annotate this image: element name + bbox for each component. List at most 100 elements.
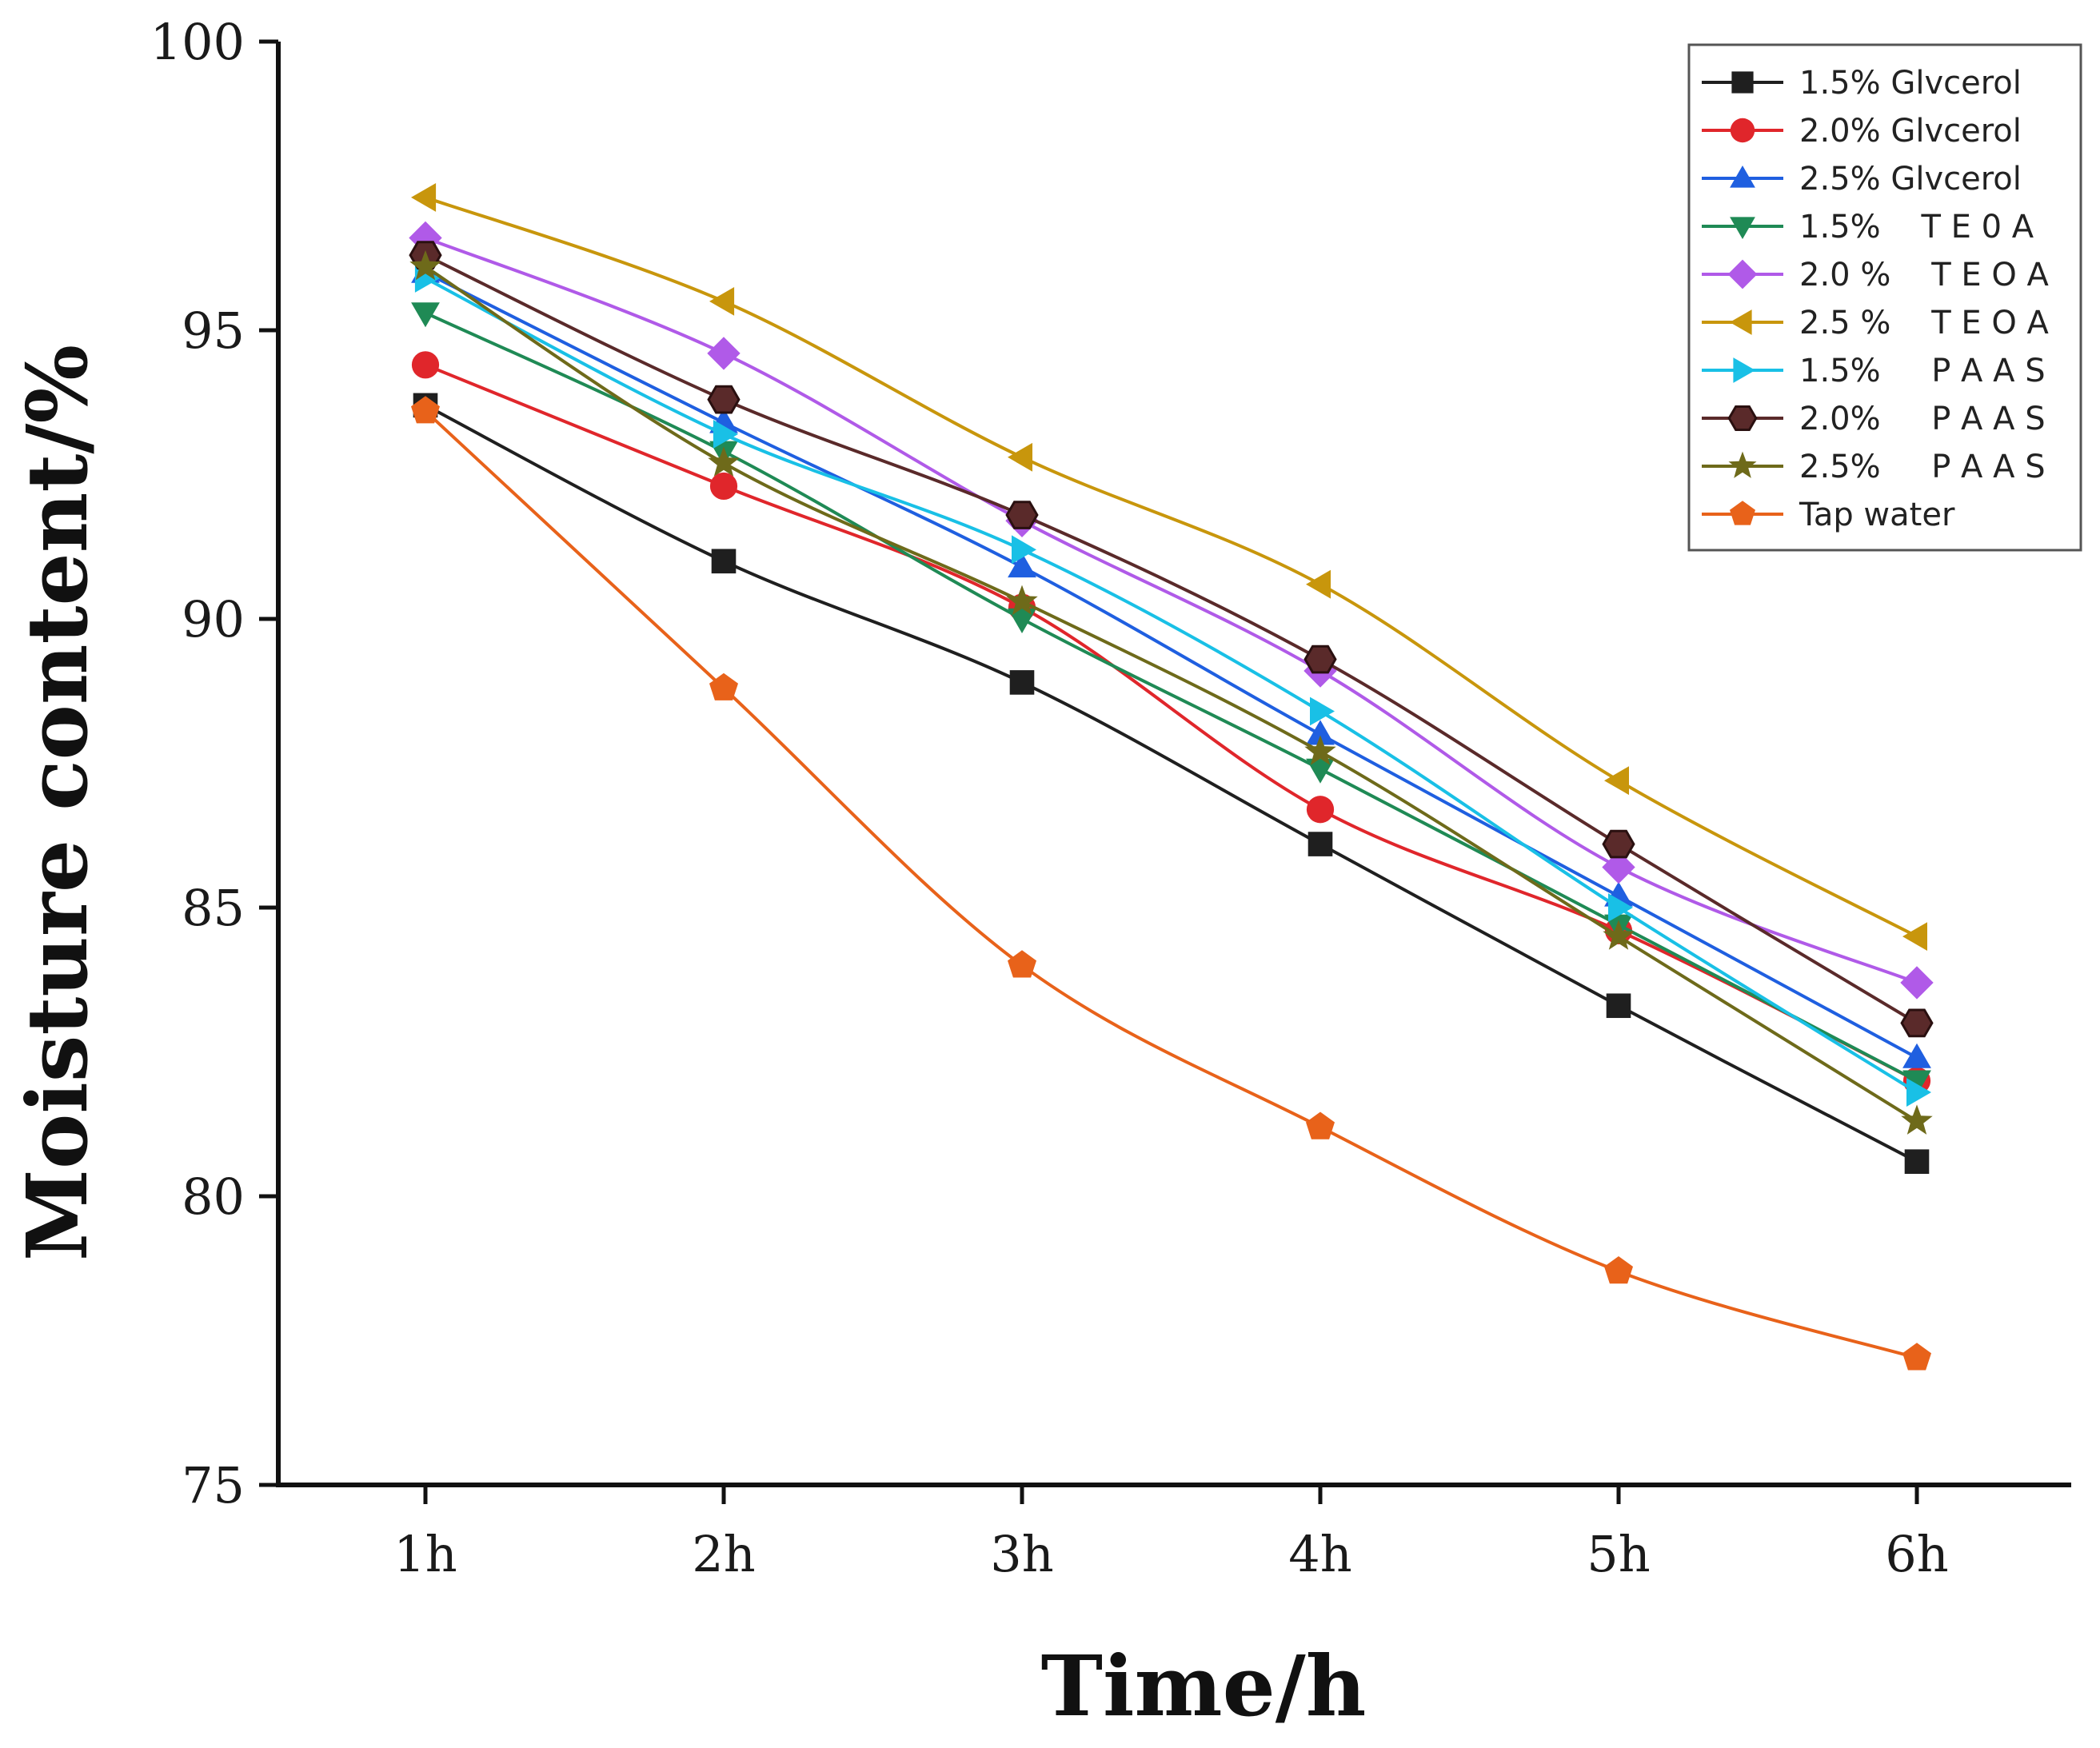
data-point-tap-water-1h bbox=[411, 396, 440, 424]
data-point-2-0-p-a-a-s-6h bbox=[1900, 1008, 1934, 1038]
data-point-2-5-t-e-o-a-2h bbox=[709, 287, 735, 316]
data-point-tap-water-5h bbox=[1604, 1256, 1633, 1284]
series-line-2-0-glvcerol bbox=[425, 363, 1918, 1083]
legend-item-1-5-glvcerol: 1.5% Glvcerol bbox=[1702, 65, 2022, 102]
legend-marker-1-5-t-e-0-a bbox=[1730, 217, 1755, 239]
data-point-2-0-t-e-o-a-2h bbox=[707, 337, 741, 370]
data-point-1-5-t-e-0-a-1h bbox=[411, 302, 440, 328]
data-point-1-5-p-a-a-s-2h bbox=[713, 420, 738, 449]
data-point-2-0-t-e-o-a-6h bbox=[1900, 966, 1934, 1000]
data-point-2-0-glvcerol-2h bbox=[709, 472, 738, 501]
series-2-5-t-e-o-a bbox=[411, 183, 1927, 951]
series-line-2-5-glvcerol bbox=[425, 271, 1918, 1060]
x-tick-label-1h: 1h bbox=[393, 1525, 457, 1583]
legend-marker-2-5-t-e-o-a bbox=[1730, 309, 1752, 335]
legend-label-2-0-t-e-o-a: 2.0 % T E O A bbox=[1799, 257, 2050, 293]
data-point-2-5-p-a-a-s-6h bbox=[1901, 1104, 1933, 1135]
data-point-tap-water-4h bbox=[1306, 1111, 1335, 1139]
legend-item-2-5-glvcerol: 2.5% Glvcerol bbox=[1702, 161, 2022, 198]
data-point-1-5-p-a-a-s-6h bbox=[1906, 1078, 1931, 1107]
data-point-2-5-t-e-o-a-4h bbox=[1306, 569, 1331, 599]
legend-item-2-0-t-e-o-a: 2.0 % T E O A bbox=[1702, 257, 2050, 293]
legend-label-2-0-glvcerol: 2.0% Glvcerol bbox=[1799, 113, 2022, 150]
data-point-2-0-p-a-a-s-4h bbox=[1304, 645, 1337, 674]
data-point-2-0-glvcerol-4h bbox=[1306, 796, 1335, 824]
data-point-1-5-t-e-0-a-6h bbox=[1902, 1070, 1931, 1095]
series-2-5-p-a-a-s bbox=[409, 249, 1933, 1135]
legend-label-1-5-glvcerol: 1.5% Glvcerol bbox=[1799, 65, 2022, 102]
series-line-tap-water bbox=[424, 409, 1918, 1360]
x-tick-label-5h: 5h bbox=[1587, 1525, 1650, 1583]
x-tick-label-4h: 4h bbox=[1288, 1525, 1351, 1583]
y-tick-label-90: 90 bbox=[182, 590, 245, 649]
legend-label-2-5-p-a-a-s: 2.5% P A A S bbox=[1799, 449, 2046, 485]
data-point-1-5-glvcerol-5h bbox=[1606, 993, 1631, 1019]
y-tick-label-75: 75 bbox=[182, 1456, 245, 1515]
legend-item-1-5-p-a-a-s: 1.5% P A A S bbox=[1702, 353, 2046, 389]
series-line-2-5-p-a-a-s bbox=[424, 265, 1918, 1123]
data-point-1-5-glvcerol-3h bbox=[1009, 670, 1035, 695]
legend-label-2-5-glvcerol: 2.5% Glvcerol bbox=[1799, 161, 2022, 198]
data-point-1-5-t-e-0-a-3h bbox=[1008, 608, 1036, 633]
ticks-layer: 1h 2h 3h 4h 5h 6h 75 80 85 90 95 100 bbox=[150, 13, 1949, 1583]
data-point-2-0-p-a-a-s-3h bbox=[1005, 501, 1039, 529]
x-axis-title: Time/h bbox=[1041, 1637, 1367, 1735]
data-point-1-5-p-a-a-s-3h bbox=[1012, 535, 1036, 565]
data-point-tap-water-6h bbox=[1902, 1343, 1931, 1371]
data-point-2-5-t-e-o-a-6h bbox=[1902, 922, 1927, 951]
data-point-tap-water-2h bbox=[709, 672, 738, 700]
y-tick-label-80: 80 bbox=[182, 1167, 245, 1226]
series-line-1-5-glvcerol bbox=[425, 404, 1918, 1163]
legend-item-tap-water: Tap water bbox=[1702, 497, 1955, 533]
legend-label-1-5-t-e-0-a: 1.5% T E 0 A bbox=[1799, 209, 2034, 245]
data-point-2-5-p-a-a-s-1h bbox=[409, 249, 441, 281]
series-tap-water bbox=[411, 396, 1931, 1371]
data-point-2-5-p-a-a-s-2h bbox=[708, 446, 740, 477]
data-point-2-5-p-a-a-s-3h bbox=[1006, 585, 1038, 616]
series-layer bbox=[409, 183, 1934, 1371]
data-point-2-5-glvcerol-3h bbox=[1008, 553, 1036, 578]
data-point-1-5-t-e-0-a-4h bbox=[1306, 758, 1335, 784]
legend-marker-tap-water bbox=[1730, 501, 1755, 525]
series-line-2-0-t-e-o-a bbox=[425, 236, 1918, 984]
legend-marker-2-0-t-e-o-a bbox=[1727, 259, 1758, 289]
axes-layer bbox=[276, 42, 2071, 1487]
legend-label-tap-water: Tap water bbox=[1799, 497, 1955, 533]
series-line-1-5-t-e-0-a bbox=[425, 311, 1918, 1083]
series-line-2-0-p-a-a-s bbox=[425, 253, 1918, 1025]
data-point-2-0-t-e-o-a-5h bbox=[1602, 850, 1635, 884]
data-point-2-5-t-e-o-a-3h bbox=[1008, 442, 1032, 472]
data-point-1-5-p-a-a-s-5h bbox=[1608, 893, 1633, 922]
data-point-1-5-glvcerol-6h bbox=[1904, 1149, 1930, 1174]
legend: 1.5% Glvcerol 2.0% Glvcerol 2.5% Glvcerol 1… bbox=[1687, 43, 2082, 552]
legend-item-2-5-p-a-a-s: 2.5% P A A S bbox=[1702, 449, 2046, 485]
x-tick-label-6h: 6h bbox=[1885, 1525, 1948, 1583]
x-tick-label-3h: 3h bbox=[990, 1525, 1053, 1583]
y-axis-title: Moisture content/% bbox=[8, 345, 106, 1261]
legend-marker-2-5-glvcerol bbox=[1730, 166, 1755, 188]
series-1-5-p-a-a-s bbox=[414, 264, 1931, 1107]
legend-label-2-0-p-a-a-s: 2.0% P A A S bbox=[1799, 401, 2046, 437]
legend-marker-2-5-p-a-a-s bbox=[1728, 451, 1757, 478]
series-line-1-5-p-a-a-s bbox=[425, 277, 1918, 1094]
data-point-1-5-glvcerol-4h bbox=[1308, 832, 1333, 856]
data-point-2-0-p-a-a-s-2h bbox=[707, 385, 741, 414]
data-point-2-5-t-e-o-a-1h bbox=[411, 183, 437, 212]
y-tick-label-95: 95 bbox=[182, 301, 245, 360]
data-point-2-0-glvcerol-1h bbox=[411, 351, 440, 379]
legend-item-2-0-glvcerol: 2.0% Glvcerol bbox=[1702, 113, 2022, 150]
legend-marker-2-0-glvcerol bbox=[1730, 118, 1755, 143]
data-point-2-0-p-a-a-s-5h bbox=[1602, 829, 1635, 859]
data-point-2-5-p-a-a-s-5h bbox=[1603, 920, 1635, 950]
data-point-2-5-glvcerol-6h bbox=[1902, 1043, 1931, 1068]
legend-item-1-5-t-e-0-a: 1.5% T E 0 A bbox=[1702, 209, 2034, 245]
legend-label-1-5-p-a-a-s: 1.5% P A A S bbox=[1799, 353, 2046, 389]
legend-item-2-5-t-e-o-a: 2.5 % T E O A bbox=[1702, 305, 2050, 341]
data-point-tap-water-3h bbox=[1008, 950, 1036, 978]
series-1-5-glvcerol bbox=[413, 393, 1930, 1174]
data-point-1-5-p-a-a-s-4h bbox=[1310, 696, 1335, 726]
legend-marker-1-5-p-a-a-s bbox=[1733, 357, 1755, 383]
legend-marker-2-0-p-a-a-s bbox=[1727, 405, 1758, 431]
series-line-2-5-t-e-o-a bbox=[425, 196, 1918, 938]
